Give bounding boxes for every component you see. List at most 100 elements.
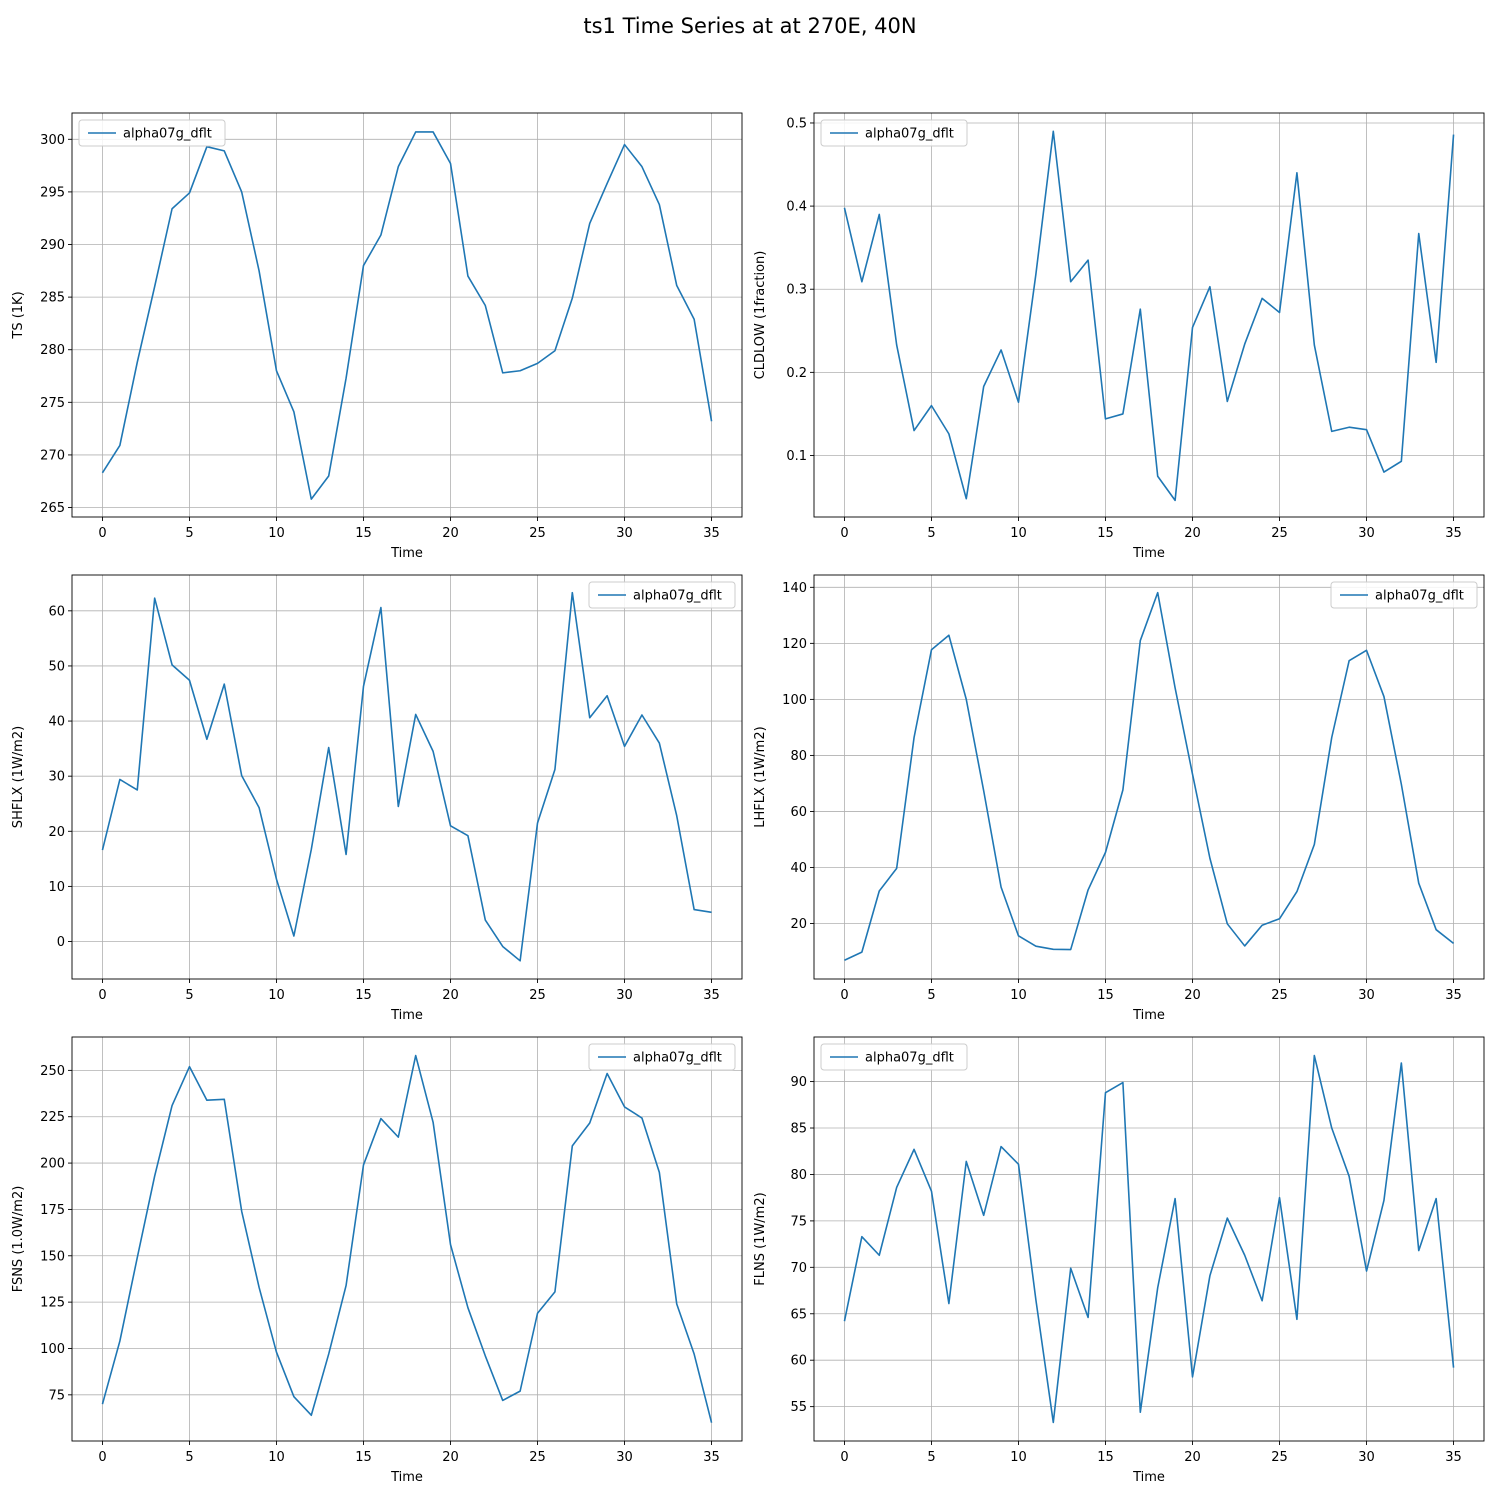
x-tick-label: 0 xyxy=(840,526,848,541)
x-tick-label: 5 xyxy=(927,526,935,541)
legend: alpha07g_dflt xyxy=(820,119,968,147)
legend-box xyxy=(820,1043,968,1071)
axes-frame xyxy=(813,1036,1485,1442)
subplot-4: 0 5 10 15 20 25 30 35 20 40 60 80 100 120 140 Time LHFLX… xyxy=(753,574,1485,1023)
x-tick-label: 5 xyxy=(185,526,193,541)
axes-frame xyxy=(71,112,743,518)
y-tick-label: 55 xyxy=(790,1400,807,1415)
x-tick-label: 15 xyxy=(355,526,372,541)
x-tick-label: 15 xyxy=(355,988,372,1003)
y-tick-label: 225 xyxy=(40,1110,65,1125)
y-tick-label: 300 xyxy=(40,133,65,148)
x-tick-label: 5 xyxy=(185,1450,193,1465)
y-tick-label: 85 xyxy=(790,1122,807,1137)
y-tick-label: 90 xyxy=(790,1075,807,1090)
x-tick-label: 30 xyxy=(1358,526,1375,541)
subplot-3: 0 5 10 15 20 25 30 35 0 10 20 30 40 50 60 Time SHFLX (1W… xyxy=(11,574,743,1023)
subplot-2: 0 5 10 15 20 25 30 35 0.1 0.2 0.3 0.4 0.5 Time CLDLOW … xyxy=(753,112,1485,561)
x-tick-label: 15 xyxy=(1097,526,1114,541)
x-tick-label: 0 xyxy=(840,988,848,1003)
x-tick-label: 5 xyxy=(927,988,935,1003)
y-axis-label: LHFLX (1W/m2) xyxy=(753,726,768,827)
x-axis-label: Time xyxy=(390,1470,423,1485)
x-tick-label: 20 xyxy=(442,526,459,541)
y-tick-label: 100 xyxy=(40,1342,65,1357)
x-tick-label: 35 xyxy=(1445,526,1462,541)
legend: alpha07g_dflt xyxy=(1330,581,1478,609)
axes-frame xyxy=(813,112,1485,518)
x-tick-label: 30 xyxy=(616,526,633,541)
y-tick-label: 10 xyxy=(48,880,65,895)
x-tick-label: 20 xyxy=(442,988,459,1003)
x-tick-label: 5 xyxy=(185,988,193,1003)
y-tick-label: 140 xyxy=(782,581,807,596)
x-tick-label: 20 xyxy=(442,1450,459,1465)
x-tick-label: 5 xyxy=(927,1450,935,1465)
legend-box xyxy=(820,119,968,147)
legend-box xyxy=(78,119,226,147)
y-tick-label: 40 xyxy=(790,861,807,876)
x-tick-label: 35 xyxy=(1445,988,1462,1003)
subplot-6: 0 5 10 15 20 25 30 35 55 60 65 70 75 80 85 90 Time FLNS (… xyxy=(753,1036,1485,1485)
y-tick-label: 100 xyxy=(782,693,807,708)
legend-label: alpha07g_dflt xyxy=(1375,589,1464,604)
x-tick-label: 0 xyxy=(98,1450,106,1465)
y-tick-label: 285 xyxy=(40,291,65,306)
y-tick-label: 60 xyxy=(48,604,65,619)
y-tick-label: 0.4 xyxy=(786,200,807,215)
legend-label: alpha07g_dflt xyxy=(865,127,954,142)
y-tick-label: 20 xyxy=(48,825,65,840)
y-tick-label: 75 xyxy=(48,1388,65,1403)
y-tick-label: 125 xyxy=(40,1296,65,1311)
x-tick-label: 25 xyxy=(529,526,546,541)
x-tick-label: 0 xyxy=(840,1450,848,1465)
y-tick-label: 0.1 xyxy=(786,449,807,464)
y-axis-label: CLDLOW (1fraction) xyxy=(753,251,768,380)
y-tick-label: 20 xyxy=(790,917,807,932)
legend: alpha07g_dflt xyxy=(78,119,226,147)
y-axis-label: FLNS (1W/m2) xyxy=(753,1192,768,1285)
x-tick-label: 35 xyxy=(1445,1450,1462,1465)
figure-title: ts1 Time Series at at 270E, 40N xyxy=(583,14,917,38)
axes-frame xyxy=(71,574,743,980)
x-tick-label: 25 xyxy=(529,1450,546,1465)
x-tick-label: 35 xyxy=(703,526,720,541)
x-tick-label: 10 xyxy=(1010,1450,1027,1465)
series-line xyxy=(101,131,713,500)
subplot-1: 0 5 10 15 20 25 30 35 265 270 275 280 285 290 295 300 Ti… xyxy=(11,112,743,561)
x-tick-label: 25 xyxy=(529,988,546,1003)
x-tick-label: 10 xyxy=(1010,526,1027,541)
x-tick-label: 10 xyxy=(268,526,285,541)
x-tick-label: 30 xyxy=(616,1450,633,1465)
y-tick-label: 250 xyxy=(40,1064,65,1079)
legend: alpha07g_dflt xyxy=(588,1043,736,1071)
legend-label: alpha07g_dflt xyxy=(123,127,212,142)
y-tick-label: 60 xyxy=(790,1354,807,1369)
series-line xyxy=(843,130,1455,502)
y-tick-label: 290 xyxy=(40,238,65,253)
series-line xyxy=(101,591,712,962)
legend-box xyxy=(588,1043,736,1071)
legend-label: alpha07g_dflt xyxy=(633,1051,722,1066)
y-tick-label: 275 xyxy=(40,396,65,411)
legend: alpha07g_dflt xyxy=(820,1043,968,1071)
y-tick-label: 80 xyxy=(790,749,807,764)
y-axis-label: SHFLX (1W/m2) xyxy=(11,726,26,828)
y-tick-label: 75 xyxy=(790,1214,807,1229)
y-tick-label: 70 xyxy=(790,1261,807,1276)
x-axis-label: Time xyxy=(1132,546,1165,561)
x-axis-label: Time xyxy=(1132,1008,1165,1023)
y-axis-label: FSNS (1.0W/m2) xyxy=(11,1186,26,1293)
x-tick-label: 25 xyxy=(1271,526,1288,541)
subplot-5: 0 5 10 15 20 25 30 35 75 100 125 150 175 200 225 250 Tim… xyxy=(11,1036,743,1485)
x-tick-label: 10 xyxy=(268,988,285,1003)
x-tick-label: 20 xyxy=(1184,988,1201,1003)
series-line xyxy=(843,1054,1455,1424)
x-tick-label: 10 xyxy=(268,1450,285,1465)
x-tick-label: 15 xyxy=(355,1450,372,1465)
legend-label: alpha07g_dflt xyxy=(865,1051,954,1066)
y-tick-label: 270 xyxy=(40,448,65,463)
x-tick-label: 30 xyxy=(1358,1450,1375,1465)
x-tick-label: 35 xyxy=(703,988,720,1003)
